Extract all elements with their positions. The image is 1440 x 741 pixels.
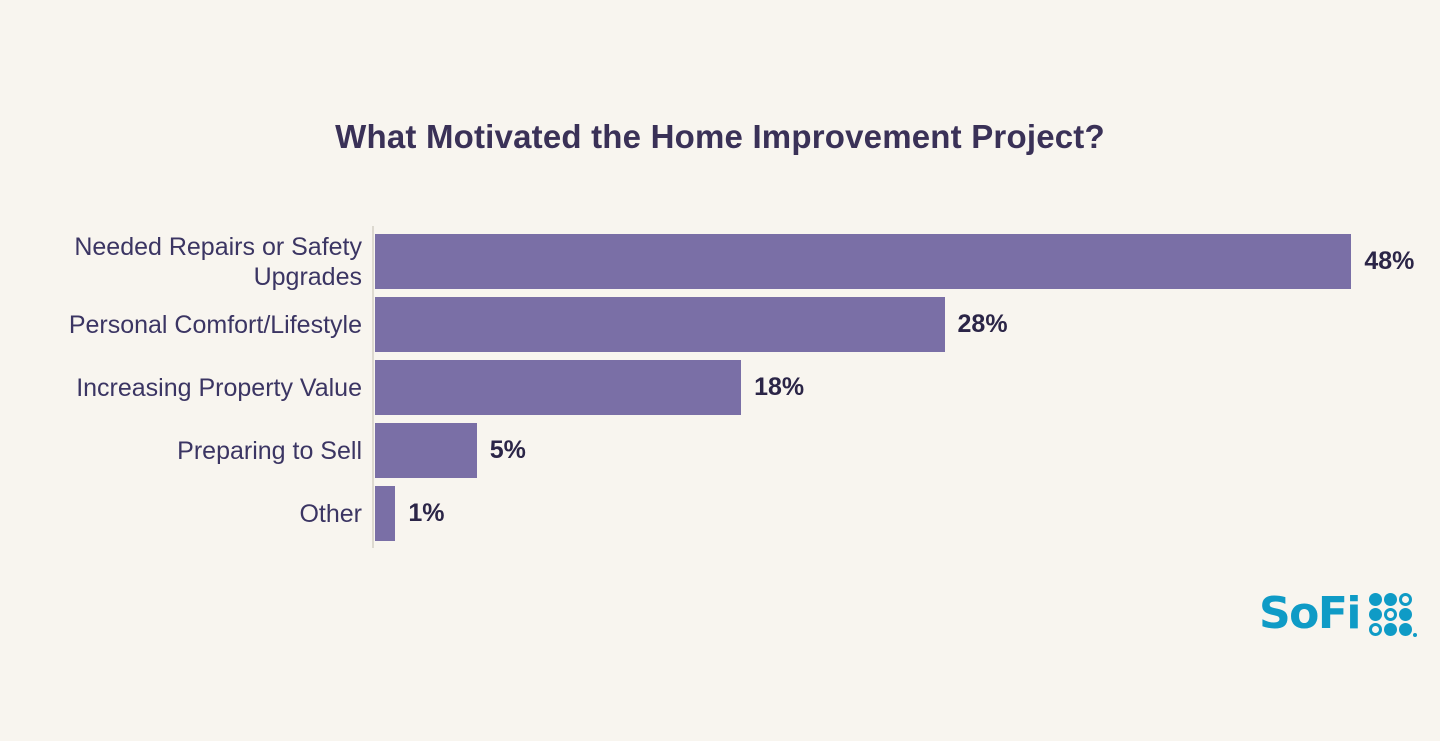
value-label: 5% bbox=[489, 436, 526, 464]
bar bbox=[375, 360, 742, 415]
bar-area: 48% bbox=[375, 234, 1414, 289]
filled-dot-icon bbox=[1369, 607, 1382, 621]
sofi-dot-grid-icon bbox=[1369, 592, 1417, 637]
value-label: 28% bbox=[957, 310, 1008, 338]
bar-row: Personal Comfort/Lifestyle 28% bbox=[0, 297, 1440, 352]
chart-title: What Motivated the Home Improvement Proj… bbox=[335, 118, 1105, 155]
trademark-dot-icon bbox=[1413, 632, 1417, 637]
filled-dot-icon bbox=[1399, 607, 1412, 621]
bar-row: Increasing Property Value 18% bbox=[0, 360, 1440, 415]
bar bbox=[375, 423, 477, 478]
ring-dot-icon bbox=[1384, 607, 1397, 621]
y-axis-line bbox=[372, 226, 374, 548]
ring-dot-icon bbox=[1369, 622, 1382, 636]
bar-chart: Needed Repairs or Safety Upgrades 48% Pe… bbox=[0, 232, 1440, 541]
value-label: 1% bbox=[408, 499, 445, 527]
filled-dot-icon bbox=[1399, 622, 1412, 636]
bar-area: 28% bbox=[375, 297, 1392, 352]
bar-area: 5% bbox=[375, 423, 1392, 478]
filled-dot-icon bbox=[1369, 592, 1382, 606]
bar-row: Other 1% bbox=[0, 486, 1440, 541]
bar bbox=[375, 486, 396, 541]
bar-area: 1% bbox=[375, 486, 1392, 541]
category-label: Needed Repairs or Safety Upgrades bbox=[74, 232, 362, 291]
bar-area: 18% bbox=[375, 360, 1392, 415]
category-label: Other bbox=[299, 499, 362, 528]
bar bbox=[375, 234, 1352, 289]
bar-row: Needed Repairs or Safety Upgrades 48% bbox=[0, 232, 1440, 291]
sofi-wordmark: SoFi bbox=[1258, 588, 1362, 639]
value-label: 18% bbox=[754, 373, 805, 401]
sofi-logo: SoFi bbox=[1258, 588, 1417, 639]
category-label: Personal Comfort/Lifestyle bbox=[68, 310, 362, 339]
bar-row: Preparing to Sell 5% bbox=[0, 423, 1440, 478]
filled-dot-icon bbox=[1384, 622, 1397, 636]
ring-dot-icon bbox=[1399, 592, 1412, 606]
bar bbox=[375, 297, 945, 352]
filled-dot-icon bbox=[1384, 592, 1397, 606]
category-label: Increasing Property Value bbox=[76, 373, 362, 402]
value-label: 48% bbox=[1364, 247, 1415, 275]
category-label: Preparing to Sell bbox=[177, 436, 362, 465]
